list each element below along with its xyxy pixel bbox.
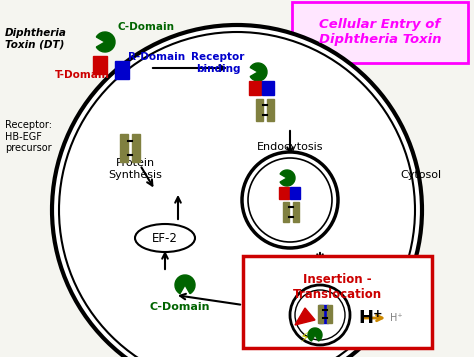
Text: Cellular Entry of
Diphtheria Toxin: Cellular Entry of Diphtheria Toxin — [319, 18, 441, 46]
Bar — [93, 56, 107, 74]
FancyBboxPatch shape — [243, 256, 432, 348]
Bar — [256, 99, 263, 121]
Text: Cytosol: Cytosol — [400, 170, 441, 180]
Text: Endocytosis: Endocytosis — [257, 142, 323, 152]
Wedge shape — [280, 170, 295, 186]
Text: ⚡: ⚡ — [300, 331, 310, 345]
Text: C-Domain: C-Domain — [118, 22, 175, 32]
Text: H⁺: H⁺ — [390, 313, 402, 323]
Bar — [132, 134, 140, 162]
Text: T-Domain: T-Domain — [55, 70, 110, 80]
Wedge shape — [175, 275, 195, 294]
FancyBboxPatch shape — [292, 2, 468, 63]
Bar — [249, 81, 261, 95]
Bar — [283, 202, 289, 222]
Text: Diphtheria
Toxin (DT): Diphtheria Toxin (DT) — [5, 28, 67, 50]
Text: R-Domain: R-Domain — [128, 52, 185, 62]
Bar — [279, 187, 289, 199]
Circle shape — [242, 152, 338, 248]
Text: Receptor:
HB-EGF
precursor: Receptor: HB-EGF precursor — [5, 120, 52, 153]
Bar — [327, 305, 332, 323]
Text: Receptor
binding: Receptor binding — [191, 52, 245, 74]
Bar — [120, 134, 128, 162]
Wedge shape — [250, 63, 267, 81]
Bar — [267, 99, 274, 121]
Circle shape — [295, 290, 345, 340]
Bar — [293, 202, 299, 222]
Circle shape — [52, 25, 422, 357]
Bar — [115, 61, 129, 79]
Text: Insertion -
Translocation: Insertion - Translocation — [292, 273, 382, 301]
Text: C-Domain: C-Domain — [150, 302, 210, 312]
Bar — [262, 81, 274, 95]
Circle shape — [290, 285, 350, 345]
Bar — [319, 305, 328, 323]
Circle shape — [248, 158, 332, 242]
Text: H⁺: H⁺ — [358, 309, 383, 327]
Polygon shape — [295, 308, 315, 325]
Text: EF-2: EF-2 — [152, 231, 178, 245]
Wedge shape — [96, 32, 115, 52]
Text: Protein
Synthesis: Protein Synthesis — [108, 159, 162, 180]
Ellipse shape — [135, 224, 195, 252]
Bar — [318, 305, 323, 323]
Wedge shape — [308, 328, 322, 341]
Bar — [290, 187, 300, 199]
Circle shape — [59, 32, 415, 357]
